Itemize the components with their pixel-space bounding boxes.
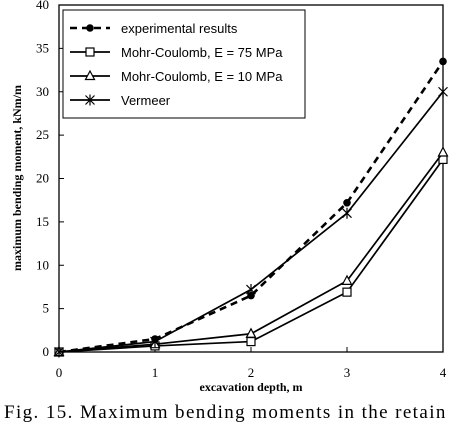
x-tick-label: 0	[56, 365, 63, 380]
data-point-square	[246, 336, 256, 347]
y-tick-label: 35	[36, 40, 49, 55]
x-tick-label: 4	[440, 365, 447, 380]
legend-label: Mohr-Coulomb, E = 75 MPa	[121, 45, 283, 60]
y-tick-label: 0	[43, 344, 50, 359]
y-tick-label: 15	[36, 214, 49, 229]
data-point-star	[54, 346, 64, 358]
x-tick-label: 1	[152, 365, 159, 380]
data-point-circle	[439, 57, 447, 66]
y-tick-label: 10	[36, 257, 49, 272]
data-point-circle	[247, 291, 255, 300]
series-line	[58, 158, 444, 353]
y-tick-label: 30	[36, 84, 49, 99]
series-star	[54, 86, 448, 358]
legend-label: Vermeer	[121, 93, 171, 108]
legend: experimental results Mohr-Coulomb, E = 75…	[62, 9, 306, 119]
y-tick-label: 5	[43, 301, 50, 316]
series-line	[58, 151, 444, 353]
legend-label: Mohr-Coulomb, E = 10 MPa	[121, 69, 283, 84]
series-line	[58, 91, 444, 353]
y-tick-label: 40	[36, 0, 49, 12]
y-tick-label: 25	[36, 127, 49, 142]
data-point-circle	[343, 198, 351, 207]
data-point-star	[438, 86, 448, 98]
x-tick-label: 3	[344, 365, 351, 380]
data-point-star	[150, 336, 160, 348]
data-point-circle	[86, 24, 94, 32]
data-point-square	[85, 47, 95, 57]
data-point-square	[342, 287, 352, 297]
data-point-star	[342, 207, 352, 219]
figure-caption: Fig. 15. Maximum bending moments in the …	[4, 402, 447, 423]
x-axis-title: excavation depth, m	[200, 380, 303, 394]
legend-label: experimental results	[121, 21, 238, 36]
data-point-triangle	[84, 69, 96, 81]
series-open-triangle	[53, 146, 449, 357]
data-point-triangle	[245, 327, 257, 338]
series-open-square	[54, 154, 448, 357]
data-point-star	[246, 284, 256, 296]
series-line	[58, 60, 445, 354]
series-layer	[53, 57, 449, 358]
data-point-triangle	[437, 146, 449, 157]
y-tick-label: 20	[36, 171, 49, 186]
x-tick-label: 2	[248, 365, 255, 380]
y-axis-title: maximum bending moment, kNm/m	[10, 85, 24, 271]
data-point-star	[85, 94, 95, 106]
data-point-triangle	[341, 274, 353, 285]
